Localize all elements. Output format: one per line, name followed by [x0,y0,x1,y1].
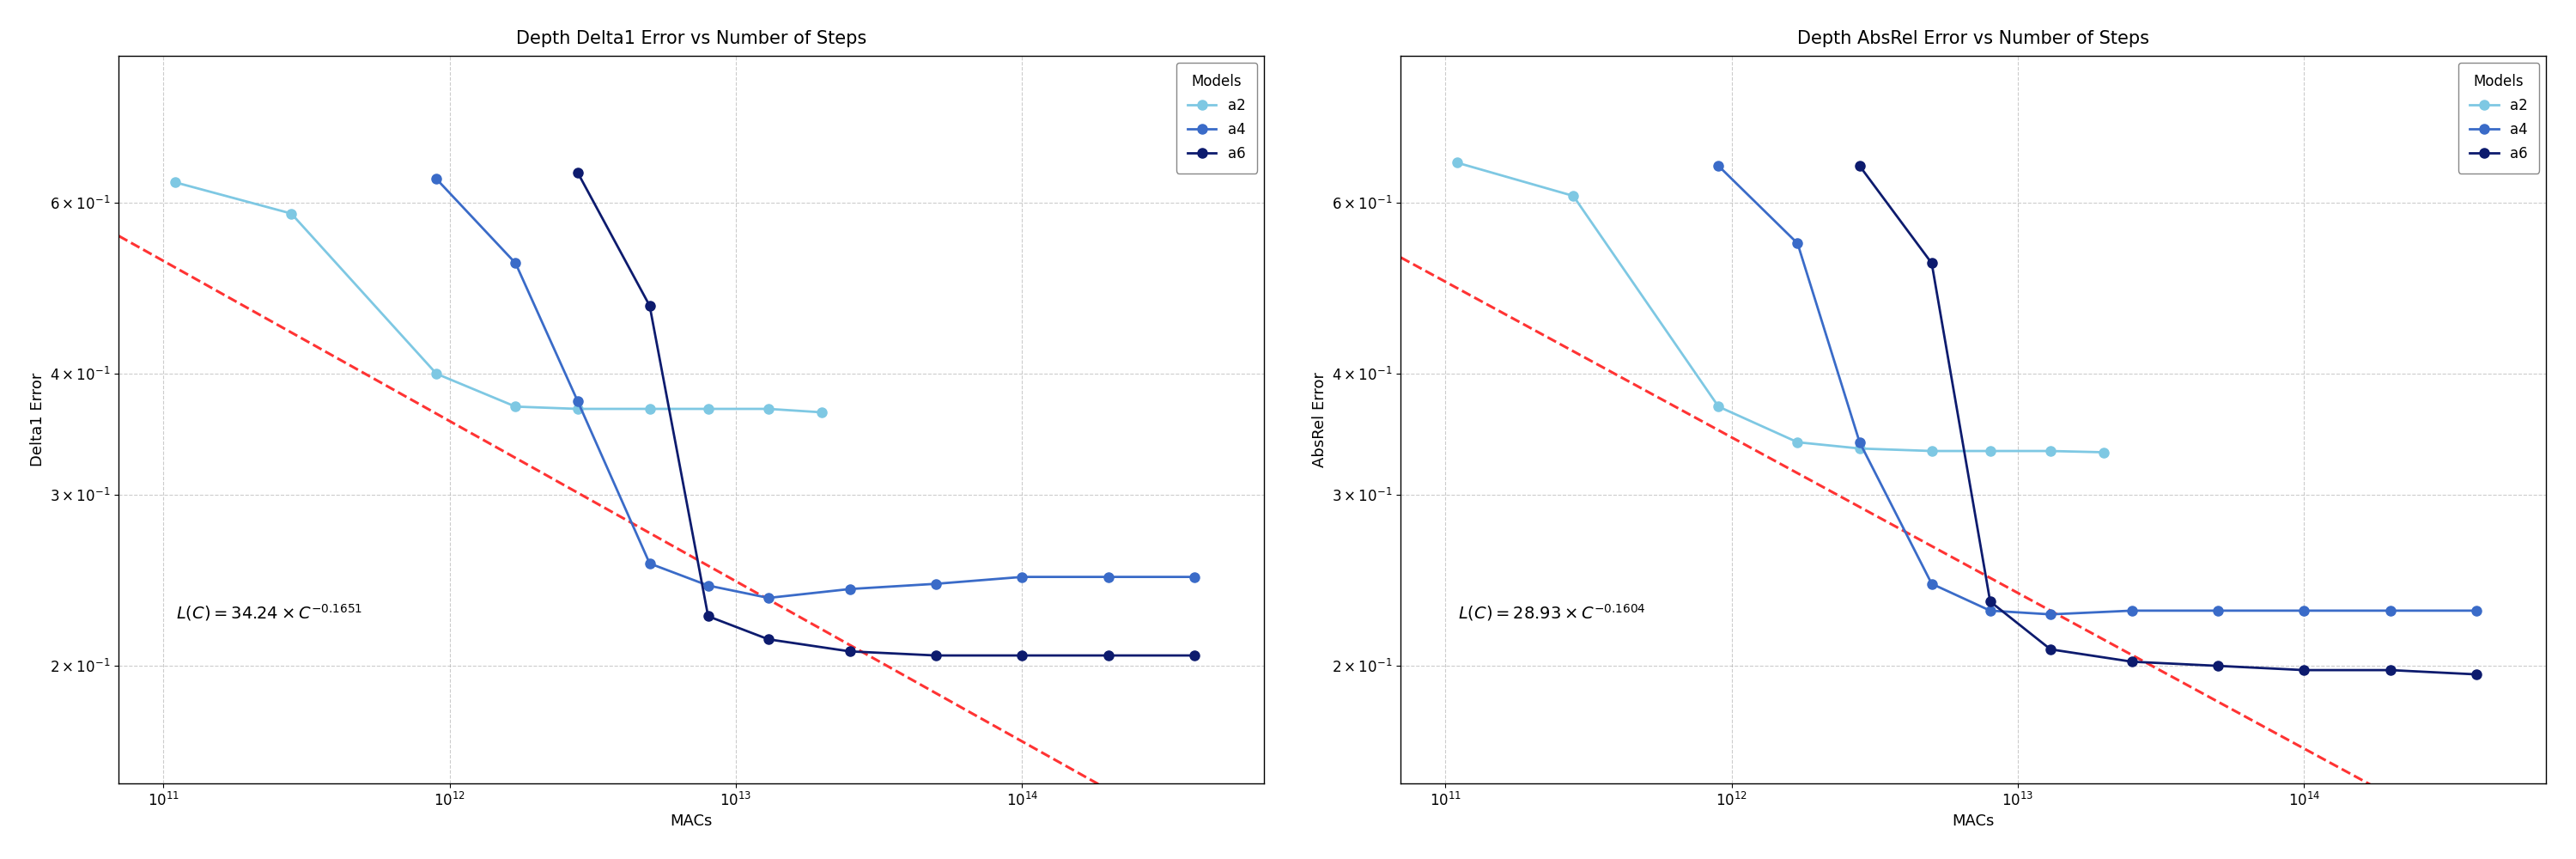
a4 [693,581,724,591]
Title: Depth AbsRel Error vs Number of Steps: Depth AbsRel Error vs Number of Steps [1798,30,2148,47]
a4 [1007,572,1038,582]
a4 [2460,606,2491,616]
a6 [752,634,783,644]
a2 [420,369,451,379]
a4 [2287,606,2318,616]
a4 [920,579,951,589]
a2 [562,404,592,414]
a2 [693,404,724,414]
a2 [1703,401,1734,411]
a6 [1917,258,1947,268]
Y-axis label: AbsRel Error: AbsRel Error [1311,372,1327,467]
a6 [920,650,951,661]
a2 [634,404,665,414]
a6 [1844,161,1875,171]
Line: a4: a4 [433,174,1200,603]
a6 [2460,669,2491,679]
a2 [1917,446,1947,456]
a2 [1443,157,1473,168]
Text: $L(C) = 28.93 \times C^{-0.1604}$: $L(C) = 28.93 \times C^{-0.1604}$ [1458,603,1646,623]
a4 [2117,606,2148,616]
a2 [500,401,531,411]
a6 [693,611,724,621]
a2 [276,209,307,219]
a4 [1783,238,1814,248]
a2 [1783,437,1814,448]
X-axis label: MACs: MACs [670,813,714,829]
a2 [160,177,191,187]
a6 [1180,650,1211,661]
a4 [835,584,866,594]
Line: a2: a2 [1453,158,2110,457]
a2 [1844,443,1875,454]
X-axis label: MACs: MACs [1953,813,1994,829]
a2 [2089,448,2120,458]
a4 [420,174,451,184]
a4 [2202,606,2233,616]
a4 [500,258,531,268]
a6 [634,301,665,311]
a4 [2375,606,2406,616]
a4 [1180,572,1211,582]
a4 [752,593,783,603]
a6 [2287,665,2318,675]
a6 [835,646,866,656]
Line: a6: a6 [572,168,1200,661]
Line: a6: a6 [1855,161,2481,679]
a4 [634,558,665,569]
Line: a2: a2 [170,178,827,417]
Y-axis label: Delta1 Error: Delta1 Error [31,373,46,466]
a4 [1976,606,2007,616]
a4 [2035,609,2066,619]
a6 [2035,644,2066,655]
a2 [2035,446,2066,456]
a6 [1007,650,1038,661]
a4 [1703,161,1734,171]
a4 [562,396,592,406]
a4 [1917,579,1947,589]
a6 [1092,650,1123,661]
Legend: a2, a4, a6: a2, a4, a6 [2458,63,2540,174]
Title: Depth Delta1 Error vs Number of Steps: Depth Delta1 Error vs Number of Steps [515,30,866,47]
Text: $L(C) = 34.24 \times C^{-0.1651}$: $L(C) = 34.24 \times C^{-0.1651}$ [175,603,363,623]
Line: a4: a4 [1713,161,2481,619]
a2 [752,404,783,414]
a6 [2117,656,2148,667]
a4 [1092,572,1123,582]
Legend: a2, a4, a6: a2, a4, a6 [1177,63,1257,174]
a6 [562,168,592,178]
a4 [1844,437,1875,448]
a6 [2202,661,2233,671]
a2 [1976,446,2007,456]
a6 [1976,596,2007,606]
a2 [806,407,837,417]
a2 [1558,191,1589,201]
a6 [2375,665,2406,675]
